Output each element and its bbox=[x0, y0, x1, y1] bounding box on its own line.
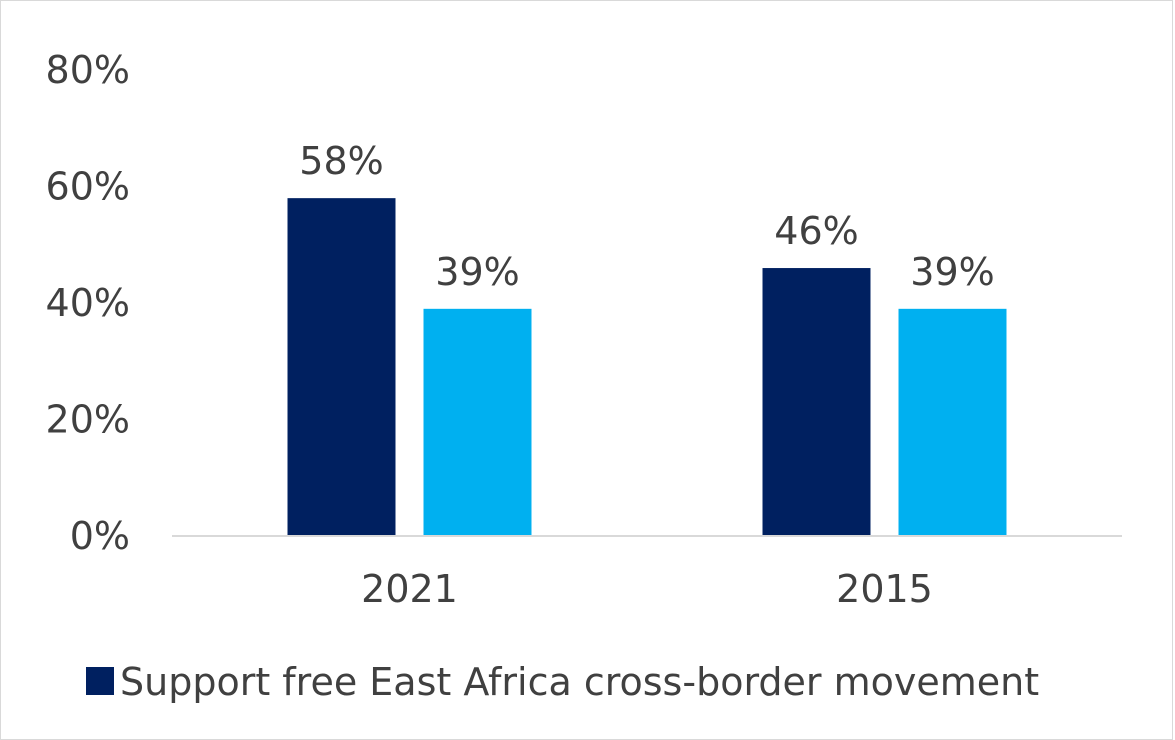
y-tick-label: 0% bbox=[70, 514, 130, 558]
y-tick-label: 20% bbox=[46, 398, 130, 442]
data-label: 58% bbox=[299, 139, 383, 183]
bar-2021-series-0 bbox=[287, 198, 396, 536]
bars bbox=[287, 198, 1007, 536]
legend-label: Support free East Africa cross-border mo… bbox=[120, 660, 1039, 704]
bar-2015-series-1 bbox=[898, 308, 1007, 536]
y-tick-label: 80% bbox=[46, 48, 130, 92]
data-label: 46% bbox=[774, 209, 858, 253]
data-labels: 58% 39% 46% 39% bbox=[299, 139, 994, 294]
data-label: 39% bbox=[910, 250, 994, 294]
bar-chart: 0% 20% 40% 60% 80% 58% 39% 46% 39% 2021 2015 Sup… bbox=[46, 48, 1122, 704]
x-category-label: 2021 bbox=[361, 567, 458, 611]
y-tick-label: 40% bbox=[46, 281, 130, 325]
bar-2021-series-1 bbox=[423, 308, 532, 536]
y-tick-label: 60% bbox=[46, 165, 130, 209]
bar-2015-series-0 bbox=[762, 268, 871, 536]
y-axis-ticks: 0% 20% 40% 60% 80% bbox=[46, 48, 130, 558]
data-label: 39% bbox=[435, 250, 519, 294]
legend: Support free East Africa cross-border mo… bbox=[86, 660, 1039, 704]
x-axis-categories: 2021 2015 bbox=[361, 567, 933, 611]
legend-swatch bbox=[86, 667, 114, 695]
x-category-label: 2015 bbox=[836, 567, 933, 611]
